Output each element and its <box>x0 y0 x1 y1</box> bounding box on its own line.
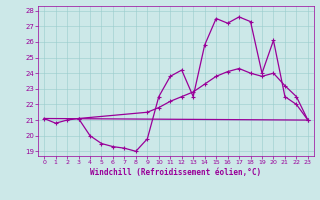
X-axis label: Windchill (Refroidissement éolien,°C): Windchill (Refroidissement éolien,°C) <box>91 168 261 177</box>
